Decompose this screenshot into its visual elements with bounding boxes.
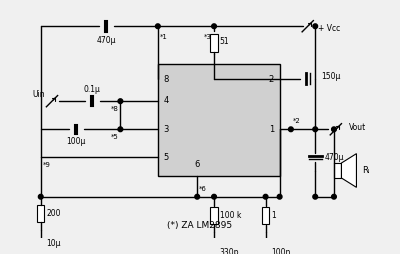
Text: Rₗ: Rₗ [362, 166, 369, 175]
Circle shape [156, 24, 160, 28]
Circle shape [263, 194, 268, 199]
Text: Uin: Uin [32, 90, 45, 99]
Circle shape [195, 194, 200, 199]
Circle shape [118, 127, 123, 132]
Text: 150μ: 150μ [321, 72, 340, 81]
Circle shape [118, 99, 123, 104]
Circle shape [313, 194, 318, 199]
Bar [38, 205, 44, 222]
Text: 330p: 330p [220, 247, 239, 254]
Text: 8: 8 [164, 75, 169, 84]
Text: Vout: Vout [349, 123, 366, 132]
Circle shape [288, 127, 293, 132]
Text: *8: *8 [111, 106, 118, 112]
Text: 470μ: 470μ [96, 36, 116, 45]
Bar [158, 64, 280, 176]
Text: *6: *6 [199, 186, 207, 192]
Text: 5: 5 [164, 153, 169, 162]
Text: 470μ: 470μ [324, 153, 344, 162]
Text: 200: 200 [46, 209, 61, 218]
Text: *9: *9 [43, 162, 50, 168]
Text: + Vcc: + Vcc [318, 24, 340, 33]
Text: 4: 4 [164, 97, 169, 105]
Circle shape [212, 24, 216, 28]
Text: 10μ: 10μ [46, 239, 61, 248]
Text: *3: *3 [204, 34, 212, 40]
Circle shape [313, 127, 318, 132]
Bar [210, 34, 218, 53]
Text: 3: 3 [164, 125, 169, 134]
Text: 6: 6 [194, 160, 200, 169]
Text: 100 k: 100 k [220, 211, 241, 220]
Text: 0.1μ: 0.1μ [84, 85, 101, 94]
Bar [262, 207, 269, 224]
Circle shape [38, 194, 43, 199]
Circle shape [332, 194, 336, 199]
Text: *2: *2 [293, 118, 300, 124]
Text: (*) ZA LM2895: (*) ZA LM2895 [168, 221, 232, 230]
Bar [334, 163, 342, 178]
Circle shape [212, 194, 216, 199]
Text: *1: *1 [160, 34, 168, 40]
Polygon shape [342, 154, 356, 187]
Text: 100n: 100n [271, 247, 290, 254]
Text: 1: 1 [269, 125, 274, 134]
Circle shape [332, 127, 336, 132]
Text: 1: 1 [271, 211, 276, 220]
Circle shape [277, 194, 282, 199]
Text: *5: *5 [111, 134, 118, 140]
Text: 100μ: 100μ [67, 137, 86, 146]
Bar [210, 207, 218, 224]
Circle shape [313, 24, 318, 28]
Text: 51: 51 [220, 37, 229, 46]
Text: 2: 2 [269, 75, 274, 84]
